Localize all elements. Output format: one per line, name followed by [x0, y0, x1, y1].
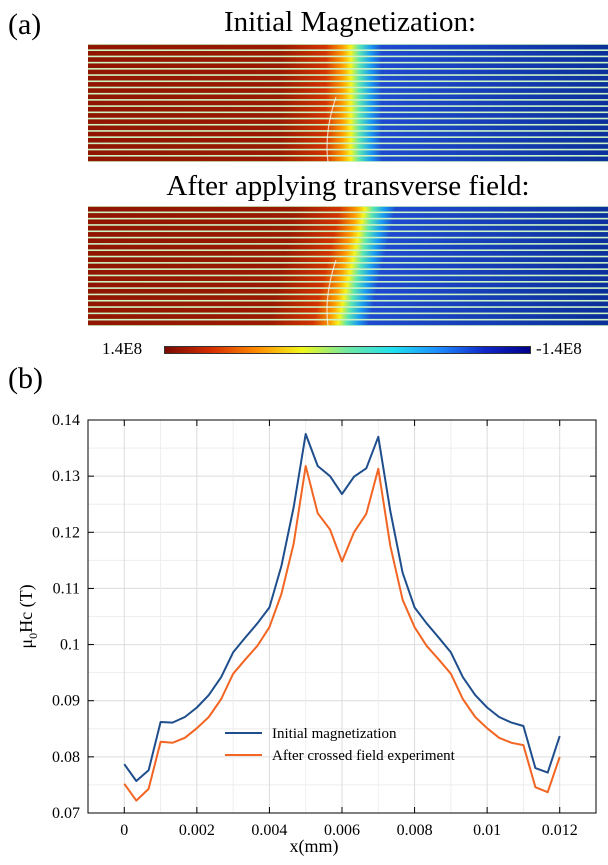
- magnetization-stripe: [88, 219, 608, 225]
- series-line-2: [123, 465, 561, 802]
- magnetization-stripe: [88, 225, 608, 231]
- panel-label-b: (b): [8, 362, 43, 395]
- magnetization-stripe: [88, 63, 608, 69]
- series-line-1: [123, 433, 561, 782]
- magnetization-stripe: [88, 276, 608, 281]
- magnetization-stripe: [88, 301, 608, 307]
- after-transverse-field-title: After applying transverse field:: [166, 170, 530, 202]
- magnetization-stripe: [88, 232, 608, 237]
- y-tick-label: 0.13: [52, 468, 80, 485]
- y-tick-label: 0.14: [52, 412, 80, 429]
- magnetization-stripe: [88, 244, 608, 250]
- coercivity-line-chart: 0.07 0.08 0.09 0.1 0.11 0.12 0.13 0.14 0 0.002 0.0…: [16, 412, 597, 857]
- magnetization-stripe: [88, 100, 608, 106]
- magnetization-stripe: [88, 282, 608, 288]
- domain-wall-trace: [326, 259, 337, 326]
- magnetization-stripe: [88, 75, 608, 81]
- after-transverse-field-map: [88, 206, 608, 326]
- magnetization-stripe: [88, 94, 608, 100]
- magnetization-stripe: [88, 206, 608, 212]
- y-tick-label: 0.12: [52, 524, 80, 541]
- magnetization-stripe: [88, 251, 608, 256]
- magnetization-stripe: [88, 113, 608, 118]
- magnetization-stripe: [88, 307, 608, 313]
- legend-label-1: Initial magnetization: [272, 726, 397, 742]
- magnetization-stripe: [88, 257, 608, 263]
- x-tick-label: 0: [120, 822, 128, 839]
- x-tick-label: 0.01: [473, 822, 501, 839]
- initial-magnetization-map: [88, 44, 608, 162]
- magnetization-stripe: [88, 131, 608, 137]
- y-axis-title: μ0Hc (T): [16, 584, 40, 648]
- y-tick-label: 0.1: [60, 637, 80, 654]
- magnetization-stripe: [88, 150, 608, 155]
- colorbar-min-label: 1.4E8: [102, 339, 143, 358]
- colorbar: [164, 346, 531, 354]
- magnetization-stripe: [88, 51, 608, 56]
- after-transverse-field-image: [88, 206, 608, 326]
- magnetization-stripe: [88, 69, 608, 75]
- magnetization-stripe: [88, 144, 608, 149]
- magnetization-stripe: [88, 269, 608, 275]
- x-tick-label: 0.008: [397, 822, 433, 839]
- y-tick-label: 0.09: [52, 693, 80, 710]
- x-tick-label: 0.002: [179, 822, 215, 839]
- magnetization-stripe: [88, 57, 608, 62]
- x-tick-label: 0.006: [324, 822, 360, 839]
- domain-wall-trace: [326, 96, 337, 162]
- initial-magnetization-image: [88, 44, 608, 162]
- magnetization-stripe: [88, 238, 608, 244]
- magnetization-stripe: [88, 295, 608, 300]
- colorbar-max-label: -1.4E8: [536, 339, 582, 358]
- magnetization-stripe: [88, 88, 608, 93]
- magnetization-stripe: [88, 288, 608, 294]
- magnetization-stripe: [88, 213, 608, 218]
- x-tick-label: 0.012: [542, 822, 578, 839]
- legend-label-2: After crossed field experiment: [272, 748, 456, 764]
- magnetization-stripe: [88, 44, 608, 50]
- magnetization-stripe: [88, 156, 608, 162]
- panel-label-a: (a): [8, 8, 42, 41]
- magnetization-stripe: [88, 82, 608, 87]
- initial-magnetization-title: Initial Magnetization:: [223, 6, 477, 38]
- y-tick-label: 0.11: [53, 580, 80, 597]
- x-tick-label: 0.004: [251, 822, 287, 839]
- magnetization-stripe: [88, 137, 608, 143]
- magnetization-stripe: [88, 119, 608, 124]
- y-tick-label: 0.07: [52, 805, 80, 822]
- magnetization-stripe: [88, 106, 608, 112]
- y-tick-label: 0.08: [52, 749, 80, 766]
- magnetization-stripe: [88, 320, 608, 326]
- magnetization-stripe: [88, 125, 608, 131]
- magnetization-stripe: [88, 263, 608, 269]
- x-axis-title: x(mm): [290, 836, 339, 857]
- magnetization-stripe: [88, 314, 608, 319]
